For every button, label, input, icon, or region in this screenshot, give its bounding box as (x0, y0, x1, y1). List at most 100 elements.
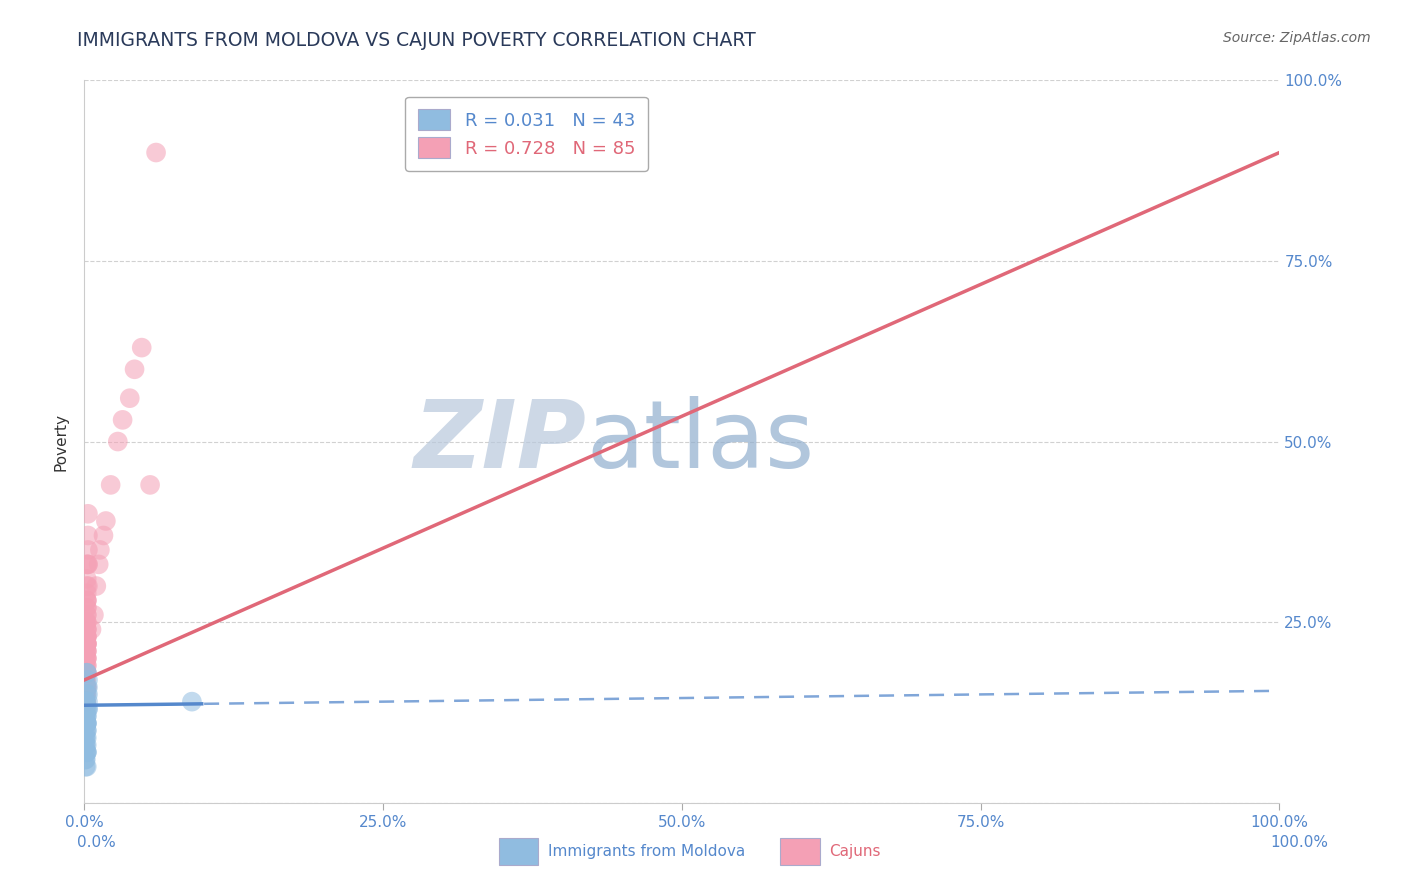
Point (76, 637, 98, 651)
Point (80, 623, 103, 637)
Point (75, 687, 97, 701)
Text: 100.0%: 100.0% (1271, 836, 1329, 850)
Point (76, 745, 98, 759)
Point (75, 695, 97, 709)
Point (76, 716, 98, 731)
Point (107, 434, 129, 449)
Point (100, 478, 122, 492)
Point (75, 680, 97, 694)
Point (76, 593, 98, 607)
Point (76, 665, 98, 680)
Point (77, 702, 100, 716)
Text: IMMIGRANTS FROM MOLDOVA VS CAJUN POVERTY CORRELATION CHART: IMMIGRANTS FROM MOLDOVA VS CAJUN POVERTY… (77, 31, 756, 50)
Point (76, 723, 98, 738)
Point (76, 630, 98, 644)
Point (75, 752, 97, 766)
Point (75, 687, 97, 701)
Text: Source: ZipAtlas.com: Source: ZipAtlas.com (1223, 31, 1371, 45)
Text: Immigrants from Moldova: Immigrants from Moldova (548, 845, 745, 859)
Point (75, 673, 97, 687)
Point (76, 630, 98, 644)
Point (83, 607, 105, 622)
Point (75, 695, 97, 709)
Point (124, 362, 146, 376)
Point (75, 665, 97, 680)
Point (75, 695, 97, 709)
Point (75, 687, 97, 701)
Point (76, 723, 98, 738)
Point (75, 673, 97, 687)
Point (75, 709, 97, 723)
Point (77, 528, 100, 542)
Point (76, 760, 98, 774)
Point (75, 695, 97, 709)
Point (76, 702, 98, 716)
Point (111, 413, 134, 427)
Point (75, 738, 97, 752)
Point (76, 680, 98, 694)
Point (76, 558, 98, 572)
Point (76, 637, 98, 651)
Text: Cajuns: Cajuns (830, 845, 882, 859)
Point (75, 702, 97, 716)
Point (76, 716, 98, 731)
Point (77, 558, 100, 572)
Point (76, 637, 98, 651)
Point (76, 665, 98, 680)
Point (76, 623, 98, 637)
Point (76, 658, 98, 673)
Point (89, 542, 111, 557)
Point (76, 637, 98, 651)
Point (75, 658, 97, 673)
Point (76, 738, 98, 752)
Point (77, 687, 100, 701)
Point (76, 607, 98, 622)
Point (76, 651, 98, 665)
Point (76, 745, 98, 759)
Point (75, 695, 97, 709)
Bar (780, 838, 820, 865)
Point (76, 593, 98, 607)
Point (77, 507, 100, 521)
Point (75, 673, 97, 687)
Point (75, 760, 97, 774)
Point (75, 745, 97, 759)
Point (75, 658, 97, 673)
Point (76, 651, 98, 665)
Point (76, 593, 98, 607)
Point (181, 695, 204, 709)
Point (76, 709, 98, 723)
Point (76, 623, 98, 637)
Point (76, 607, 98, 622)
Point (77, 579, 100, 593)
Point (131, 341, 153, 355)
Point (77, 695, 100, 709)
Point (75, 665, 97, 680)
Point (77, 702, 100, 716)
Point (76, 731, 98, 745)
Point (75, 731, 97, 745)
Y-axis label: Poverty: Poverty (53, 412, 69, 471)
Point (75, 687, 97, 701)
Point (76, 579, 98, 593)
Point (75, 637, 97, 651)
Point (75, 644, 97, 658)
Point (75, 695, 97, 709)
Point (118, 391, 141, 405)
Point (75, 695, 97, 709)
Point (75, 716, 97, 731)
Point (75, 695, 97, 709)
Point (76, 687, 98, 701)
Bar (499, 838, 538, 865)
Point (76, 600, 98, 615)
Point (77, 542, 100, 557)
Point (76, 644, 98, 658)
Point (76, 709, 98, 723)
Point (76, 680, 98, 694)
Point (76, 658, 98, 673)
Point (76, 615, 98, 630)
Point (76, 644, 98, 658)
Point (76, 623, 98, 637)
Text: 0.0%: 0.0% (77, 836, 117, 850)
Point (76, 651, 98, 665)
